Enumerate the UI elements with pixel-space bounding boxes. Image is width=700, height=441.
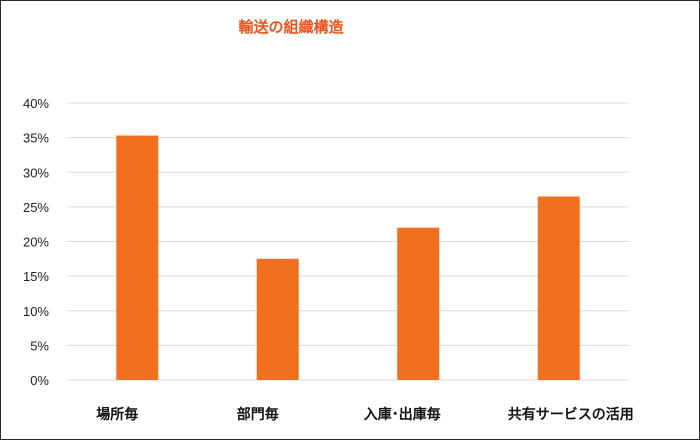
x-tick-label: 場所毎 bbox=[96, 406, 138, 423]
bar bbox=[537, 196, 580, 380]
y-axis-ticks: 0% 5% 10% 15% 20% 25% 30% 35% 40% bbox=[23, 96, 49, 388]
bar bbox=[256, 258, 299, 380]
y-tick-label: 5% bbox=[30, 338, 49, 353]
bar bbox=[397, 227, 440, 380]
bars bbox=[116, 135, 580, 380]
x-tick-label: 入庫･出庫毎 bbox=[364, 406, 441, 423]
y-tick-label: 15% bbox=[23, 269, 49, 284]
y-tick-label: 25% bbox=[23, 200, 49, 215]
gridlines bbox=[67, 102, 629, 381]
y-tick-label: 10% bbox=[23, 304, 49, 319]
bar bbox=[116, 135, 159, 380]
x-tick-label: 部門毎 bbox=[237, 406, 279, 423]
chart-title: 輸送の組織構造 bbox=[238, 18, 343, 36]
y-tick-label: 40% bbox=[23, 96, 49, 111]
y-tick-label: 30% bbox=[23, 165, 49, 180]
x-axis-ticks: 場所毎 部門毎 入庫･出庫毎 共有サービスの活用 bbox=[96, 406, 634, 423]
y-tick-label: 0% bbox=[30, 373, 49, 388]
y-tick-label: 35% bbox=[23, 131, 49, 146]
y-tick-label: 20% bbox=[23, 235, 49, 250]
x-tick-label: 共有サービスの活用 bbox=[508, 406, 634, 423]
